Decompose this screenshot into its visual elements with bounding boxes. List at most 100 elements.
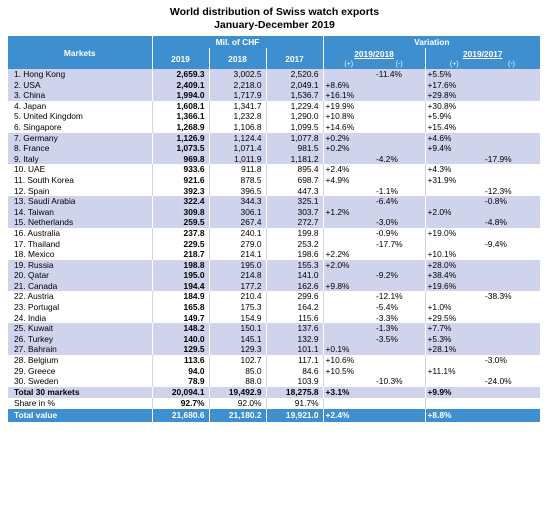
value-2019: 194.4	[151, 280, 209, 292]
value-2017: 117.1	[265, 355, 324, 366]
var-1917-plus: +7.7%	[424, 323, 484, 334]
value-2018: 1,717.9	[208, 90, 266, 101]
value-2017: 303.7	[265, 206, 324, 218]
market-name: 27. Bahrain	[8, 344, 152, 356]
var-1918-plus: +9.8%	[322, 280, 375, 292]
total-30-var-1918-neg	[374, 386, 426, 398]
var-1917-minus	[483, 132, 541, 144]
value-2017: 199.8	[265, 227, 324, 239]
var-1917-plus: +4.6%	[424, 132, 484, 144]
var-1918-plus	[322, 196, 375, 207]
total-value-2018: 21,180.2	[208, 408, 266, 422]
table-row: 1. Hong Kong 2,659.3 3,002.5 2,520.6 -11.4% +…	[8, 69, 541, 80]
market-rows: 1. Hong Kong 2,659.3 3,002.5 2,520.6 -11.4% +…	[8, 69, 541, 387]
value-2017: 137.6	[265, 323, 324, 334]
value-2017: 162.6	[265, 280, 324, 292]
market-name: 29. Greece	[8, 365, 152, 377]
value-2017: 115.6	[265, 312, 324, 324]
var-1918-plus: +0.2%	[322, 143, 375, 154]
table-row: 11. South Korea 921.6 878.5 698.7 +4.9% +31.9…	[8, 174, 541, 186]
var-1917-plus: +38.4%	[424, 270, 484, 281]
market-name: 8. France	[8, 143, 152, 154]
total-30-var-1917-neg	[483, 386, 541, 398]
var-1917-plus	[424, 185, 484, 197]
share-empty-3	[424, 397, 484, 409]
value-2017: 1,181.2	[265, 153, 324, 165]
table-row: 15. Netherlands 259.5 267.4 272.7 -3.0% -4.8%	[8, 217, 541, 228]
var-1918-minus	[374, 206, 426, 218]
var-1918-minus	[374, 90, 426, 101]
table-row: 28. Belgium 113.6 102.7 117.1 +10.6% -3.0%	[8, 355, 541, 366]
total-30-label: Total 30 markets	[8, 386, 152, 398]
var-1917-plus: +2.0%	[424, 206, 484, 218]
market-name: 23. Portugal	[8, 302, 152, 313]
var-1918-minus: -11.4%	[374, 69, 426, 80]
table-row: 14. Taiwan 309.8 306.1 303.7 +1.2% +2.0%	[8, 206, 541, 218]
var-1918-minus: -6.4%	[374, 196, 426, 207]
market-name: 15. Netherlands	[8, 217, 152, 228]
var-1917-plus: +17.6%	[424, 79, 484, 91]
value-2018: 240.1	[208, 227, 266, 239]
value-2018: 1,071.4	[208, 143, 266, 154]
value-2019: 184.9	[151, 291, 209, 303]
value-2019: 1,126.9	[151, 132, 209, 144]
var-1917-plus	[424, 291, 484, 303]
var-1918-plus: +10.8%	[322, 111, 375, 122]
var-1917-minus	[483, 323, 541, 334]
var-1918-minus: -3.0%	[374, 217, 426, 228]
var-1918-plus: +0.2%	[322, 132, 375, 144]
value-2017: 164.2	[265, 302, 324, 313]
var-1918-plus: +19.9%	[322, 100, 375, 112]
var-1918-minus	[374, 259, 426, 271]
value-2017: 299.6	[265, 291, 324, 303]
value-2019: 165.8	[151, 302, 209, 313]
var-1917-plus	[424, 217, 484, 228]
table-row: 6. Singapore 1,268.9 1,106.8 1,099.5 +14.6% +…	[8, 121, 541, 133]
value-2019: 198.8	[151, 259, 209, 271]
share-row: Share in % 92.7% 92.0% 91.7%	[8, 397, 541, 409]
var-1917-plus: +9.4%	[424, 143, 484, 154]
mil-chf-header: Mil. of CHF	[151, 36, 324, 48]
var-1917-plus	[424, 355, 484, 366]
variation-2019-2018-header: 2019/2018	[322, 48, 426, 59]
market-name: 11. South Korea	[8, 174, 152, 186]
value-2018: 344.3	[208, 196, 266, 207]
value-2018: 396.5	[208, 185, 266, 197]
minus-header-1917: (-)	[483, 59, 541, 69]
value-2017: 447.3	[265, 185, 324, 197]
value-2018: 878.5	[208, 174, 266, 186]
value-2018: 154.9	[208, 312, 266, 324]
var-1918-plus	[322, 69, 375, 80]
market-name: 1. Hong Kong	[8, 69, 152, 80]
value-2017: 272.7	[265, 217, 324, 228]
var-1917-minus: -24.0%	[483, 376, 541, 387]
var-1917-plus: +19.0%	[424, 227, 484, 239]
var-1918-minus	[374, 365, 426, 377]
var-1917-minus	[483, 302, 541, 313]
value-2018: 88.0	[208, 376, 266, 387]
var-1917-plus: +4.3%	[424, 164, 484, 175]
var-1918-plus: +14.6%	[322, 121, 375, 133]
var-1917-minus: -3.0%	[483, 355, 541, 366]
value-2018: 1,124.4	[208, 132, 266, 144]
total-value-2017: 19,921.0	[265, 408, 324, 422]
var-1917-minus	[483, 365, 541, 377]
value-2017: 253.2	[265, 238, 324, 250]
table-row: 9. Italy 969.8 1,011.9 1,181.2 -4.2% -17.9%	[8, 153, 541, 165]
market-name: 16. Australia	[8, 227, 152, 239]
market-name: 25. Kuwait	[8, 323, 152, 334]
var-1917-minus	[483, 344, 541, 356]
var-1918-minus: -1.1%	[374, 185, 426, 197]
total-value-row: Total value 21,680.6 21,180.2 19,921.0 +…	[8, 408, 541, 422]
market-name: 26. Turkey	[8, 333, 152, 345]
var-1918-minus	[374, 355, 426, 366]
total-value-empty-1	[374, 408, 426, 422]
var-1917-minus	[483, 227, 541, 239]
table-row: 29. Greece 94.0 85.0 84.6 +10.5% +11.1%	[8, 365, 541, 377]
value-2017: 1,229.4	[265, 100, 324, 112]
value-2019: 259.5	[151, 217, 209, 228]
var-1918-plus	[322, 270, 375, 281]
var-1918-plus	[322, 323, 375, 334]
value-2019: 149.7	[151, 312, 209, 324]
value-2019: 1,608.1	[151, 100, 209, 112]
